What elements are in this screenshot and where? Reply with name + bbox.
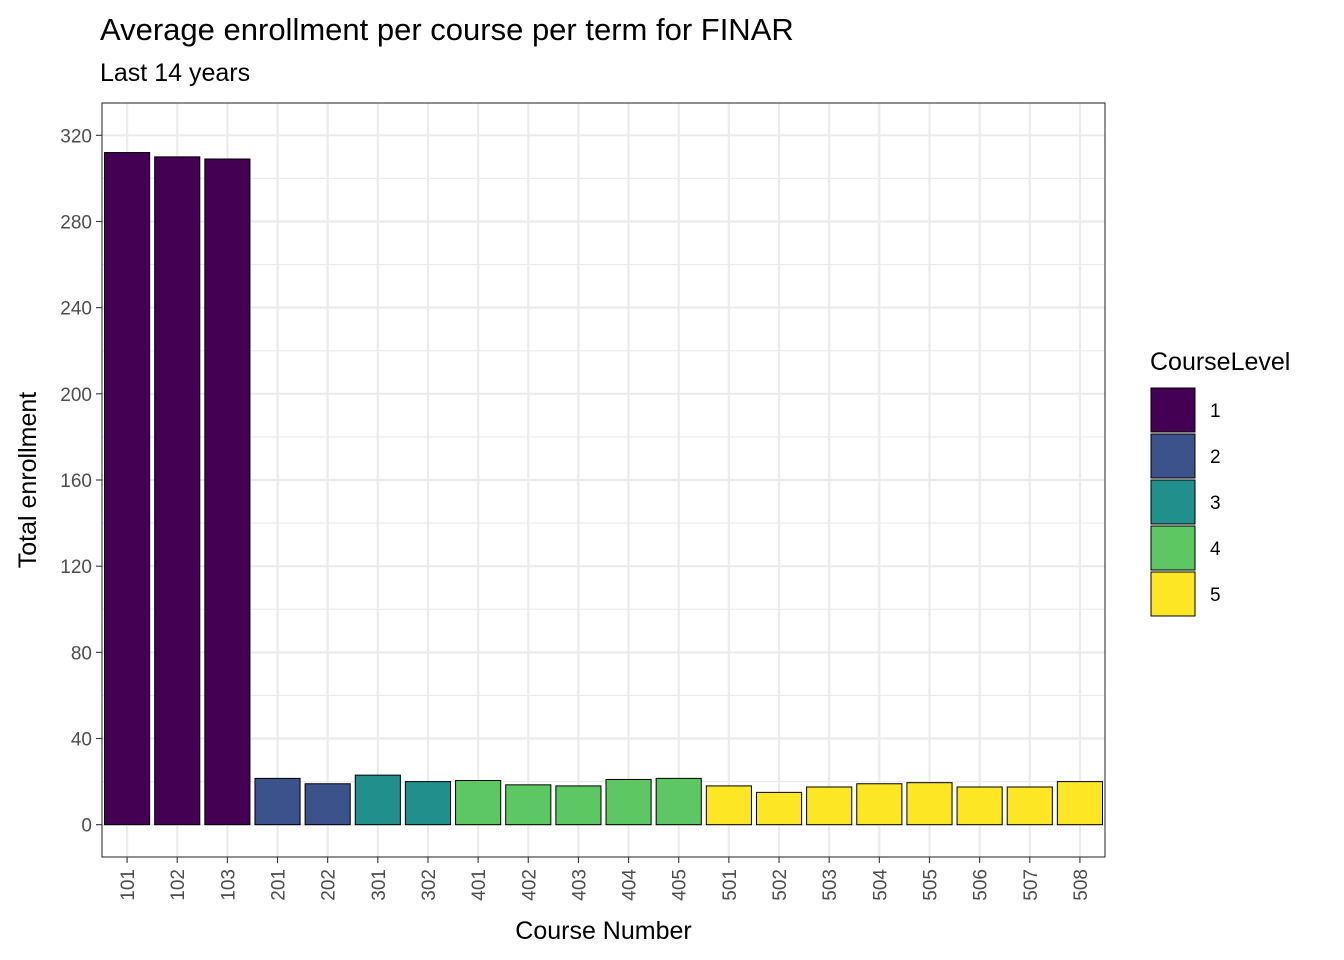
x-tick-label: 405 [670,869,691,901]
y-axis-title: Total enrollment [14,392,42,569]
x-tick-label: 402 [519,869,540,901]
chart-subtitle: Last 14 years [100,59,250,87]
y-tick-label: 320 [60,126,92,147]
legend-key-3 [1150,479,1196,525]
y-tick-label: 40 [71,730,92,751]
y-tick-label: 200 [60,385,92,406]
y-tick-label: 0 [81,816,92,837]
bar-501 [705,785,752,826]
bar-402 [505,784,552,826]
legend-label: 3 [1210,493,1221,514]
x-axis-title: Course Number [515,917,691,945]
bar-202 [304,783,351,826]
legend-key-2 [1150,433,1196,479]
x-tick-label: 103 [218,869,239,901]
legend: CourseLevel 1 2 3 4 5 [1150,348,1290,617]
bar-505 [906,782,953,826]
x-tick-label: 201 [269,869,290,901]
y-tick-label: 160 [60,471,92,492]
bar-507 [1006,786,1053,826]
bar-301 [354,774,401,826]
x-tick-label: 508 [1071,869,1092,901]
x-tick-label: 302 [419,869,440,901]
x-tick-label: 403 [569,869,590,901]
x-tick-label: 404 [620,869,641,901]
x-tick-label: 506 [971,869,992,901]
legend-label: 5 [1210,585,1221,606]
legend-label: 1 [1210,401,1221,422]
bar-101 [104,152,151,826]
legend-title: CourseLevel [1150,348,1290,376]
bar-504 [856,783,903,826]
bar-302 [404,781,452,826]
bar-502 [755,791,803,826]
y-tick-label: 240 [60,299,92,320]
x-tick-label: 401 [469,869,490,901]
x-tick-label: 202 [319,869,340,901]
legend-key-4 [1150,525,1196,571]
bar-506 [956,786,1003,826]
x-tick-label: 502 [770,869,791,901]
x-tick-label: 101 [118,869,139,901]
bar-201 [254,777,301,826]
bar-508 [1056,781,1103,826]
x-tick-label: 504 [870,869,891,901]
bar-401 [455,780,502,826]
legend-key-1 [1150,387,1196,433]
bar-102 [154,156,201,826]
legend-key-5 [1150,571,1196,617]
y-tick-label: 80 [71,643,92,664]
chart-title: Average enrollment per course per term f… [100,12,794,47]
x-axis: 101 102 103 201 202 301 302 401 402 403 404 405 501 5… [118,857,1092,901]
bar-403 [555,785,602,826]
y-tick-label: 120 [60,557,92,578]
bars [104,152,1103,826]
x-tick-label: 507 [1021,869,1042,901]
bar-103 [204,158,251,826]
x-tick-label: 301 [369,869,390,901]
x-tick-label: 501 [720,869,741,901]
x-tick-label: 503 [820,869,841,901]
x-tick-label: 505 [920,869,941,901]
bar-503 [806,786,853,826]
bar-404 [605,778,652,826]
bar-405 [655,777,702,826]
y-tick-label: 280 [60,212,92,233]
y-axis: 0 40 80 120 160 200 240 280 320 [60,126,102,837]
x-tick-label: 102 [168,869,189,901]
legend-label: 4 [1210,539,1221,560]
legend-label: 2 [1210,447,1221,468]
